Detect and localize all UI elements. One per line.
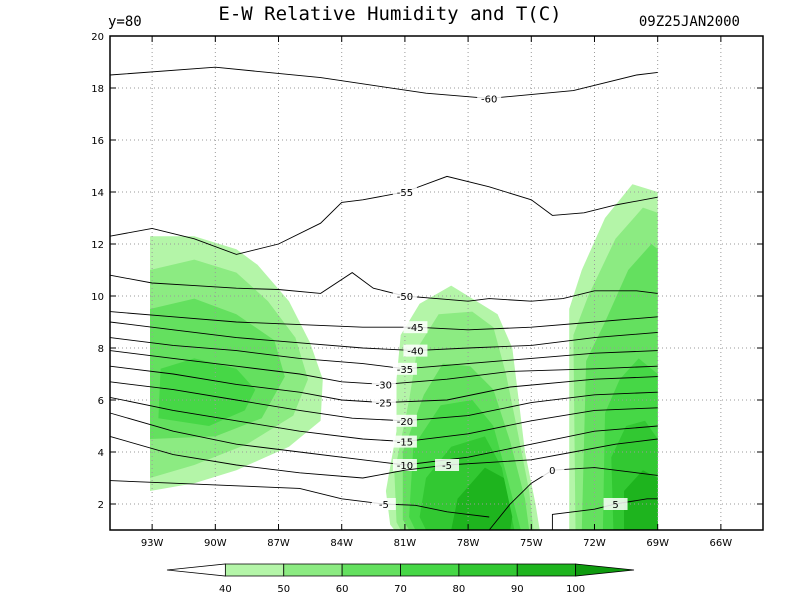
temperature-contour-layer: -60-55-50-45-40-35-30-25-20-15-10 -5-505 bbox=[109, 66, 658, 531]
contour-label-bg-11 bbox=[435, 459, 460, 471]
contour-label-8: -20 bbox=[397, 417, 413, 428]
contour-label-1: -55 bbox=[397, 188, 413, 199]
colorbar-label-0: 40 bbox=[219, 584, 232, 595]
contour-label-bg-10 bbox=[392, 459, 417, 471]
colorbar-segment-0 bbox=[166, 563, 226, 577]
y-tick-label-3: 8 bbox=[98, 344, 104, 355]
contour-label-9: -15 bbox=[397, 438, 413, 449]
contour-label-bg-4 bbox=[403, 344, 428, 357]
y-tick-label-6: 14 bbox=[91, 188, 104, 199]
colorbar-label-2: 60 bbox=[336, 584, 349, 595]
contour-label-bg-12 bbox=[371, 498, 396, 510]
x-tick-label-3: 84W bbox=[330, 538, 353, 549]
x-tick-label-5: 78W bbox=[457, 538, 480, 549]
contour-label-6: -30 bbox=[376, 380, 392, 391]
colorbar-segment-7 bbox=[575, 563, 635, 577]
x-tick-label-8: 69W bbox=[646, 538, 669, 549]
contour-label-bg-8 bbox=[392, 414, 417, 427]
y-tick-label-4: 10 bbox=[91, 292, 104, 303]
contour-label-4: -40 bbox=[407, 347, 423, 358]
contour-label-5: -35 bbox=[397, 365, 413, 376]
contour-label-14: 5 bbox=[612, 500, 618, 511]
colorbar-label-1: 50 bbox=[277, 584, 290, 595]
contour-label-2: -50 bbox=[397, 292, 413, 303]
y-tick-label-5: 12 bbox=[91, 240, 104, 251]
temperature-contour-8 bbox=[109, 381, 658, 422]
contour-label-bg-6 bbox=[371, 378, 396, 391]
chart-title: E-W Relative Humidity and T(C) bbox=[218, 3, 561, 25]
temperature-contour-5 bbox=[109, 337, 658, 370]
temperature-contour-0 bbox=[109, 66, 658, 99]
x-tick-label-7: 72W bbox=[583, 538, 606, 549]
temperature-contour-10 bbox=[109, 412, 658, 466]
contour-label-3: -45 bbox=[407, 323, 423, 334]
contour-label-bg-5 bbox=[392, 362, 417, 375]
plot-frame bbox=[109, 35, 764, 531]
y-tick-label-8: 18 bbox=[91, 84, 104, 95]
x-tick-label-4: 81W bbox=[394, 538, 417, 549]
y-axis: 2 4 6 8 10 12 14 16 18 20 bbox=[91, 32, 763, 511]
temperature-contour-7 bbox=[109, 365, 658, 404]
colorbar-segment-6 bbox=[516, 563, 577, 577]
y-tick-label-9: 20 bbox=[91, 32, 104, 43]
colorbar-segment-4 bbox=[400, 563, 460, 577]
temperature-contour-12 bbox=[109, 480, 490, 518]
colorbar-segment-3 bbox=[341, 563, 401, 577]
contour-label-bg-9 bbox=[392, 435, 417, 448]
slice-label: y=80 bbox=[108, 14, 142, 30]
contour-label-10: -10 bbox=[397, 461, 413, 472]
temperature-contour-6 bbox=[109, 350, 658, 385]
x-tick-label-2: 87W bbox=[267, 538, 290, 549]
colorbar-label-6: 100 bbox=[566, 584, 585, 595]
contour-label-11: -5 bbox=[442, 461, 452, 472]
time-label: 09Z25JAN2000 bbox=[639, 14, 740, 30]
temperature-contour-3 bbox=[109, 311, 658, 331]
colorbar-segment-5 bbox=[458, 563, 518, 577]
x-tick-label-9: 66W bbox=[710, 538, 733, 549]
contour-label-bg-2 bbox=[392, 290, 417, 302]
contour-label-bg-14 bbox=[603, 498, 628, 510]
temperature-contour-11 bbox=[109, 435, 658, 479]
x-tick-label-6: 75W bbox=[520, 538, 543, 549]
x-axis: 93W 90W 87W 84W 81W 78W 75W 72W 69W 66W bbox=[141, 36, 732, 549]
humidity-shading-layer bbox=[150, 184, 658, 530]
colorbar-label-5: 90 bbox=[511, 584, 524, 595]
contour-label-bg-1 bbox=[392, 186, 417, 198]
y-tick-label-7: 16 bbox=[91, 136, 104, 147]
humidity-colorbar: 40 50 60 70 80 90 100 bbox=[166, 563, 635, 595]
temperature-contour-1 bbox=[109, 175, 658, 255]
y-tick-label-2: 6 bbox=[98, 396, 104, 407]
y-tick-label-0: 2 bbox=[98, 500, 104, 511]
contour-label-0: -60 bbox=[481, 94, 497, 105]
contour-label-bg-3 bbox=[403, 321, 428, 334]
colorbar-segment-2 bbox=[283, 563, 343, 577]
x-tick-label-0: 93W bbox=[141, 538, 164, 549]
colorbar-label-4: 80 bbox=[453, 584, 466, 595]
temperature-contour-9 bbox=[109, 396, 658, 443]
contour-label-bg-13 bbox=[540, 464, 565, 477]
contour-label-7: -25 bbox=[376, 399, 392, 410]
contour-label-bg-7 bbox=[371, 396, 396, 409]
temperature-contour-4 bbox=[109, 321, 658, 352]
colorbar-segment-1 bbox=[224, 563, 285, 577]
colorbar-label-3: 70 bbox=[394, 584, 407, 595]
contour-label-bg-0 bbox=[477, 92, 502, 105]
x-tick-label-1: 90W bbox=[204, 538, 227, 549]
contour-label-13: 0 bbox=[549, 466, 555, 477]
contour-label-12: -5 bbox=[379, 500, 389, 511]
y-tick-label-1: 4 bbox=[98, 448, 104, 459]
